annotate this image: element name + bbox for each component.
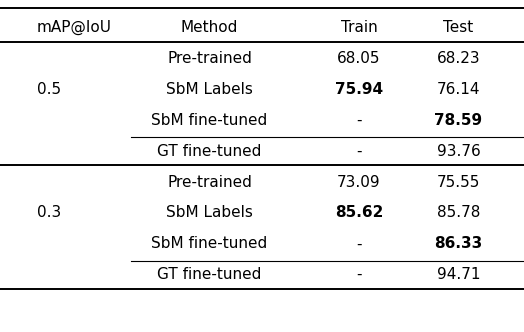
- Text: Pre-trained: Pre-trained: [167, 175, 252, 190]
- Text: Train: Train: [341, 20, 377, 35]
- Text: 94.71: 94.71: [436, 267, 481, 282]
- Text: Pre-trained: Pre-trained: [167, 51, 252, 66]
- Text: 93.76: 93.76: [436, 144, 481, 159]
- Text: SbM Labels: SbM Labels: [166, 82, 253, 97]
- Text: GT fine-tuned: GT fine-tuned: [157, 144, 262, 159]
- Text: 0.5: 0.5: [37, 82, 61, 97]
- Text: SbM fine-tuned: SbM fine-tuned: [151, 236, 268, 251]
- Text: -: -: [356, 236, 362, 251]
- Text: 86.33: 86.33: [434, 236, 483, 251]
- Text: 68.05: 68.05: [337, 51, 381, 66]
- Text: 68.23: 68.23: [436, 51, 481, 66]
- Text: -: -: [356, 144, 362, 159]
- Text: GT fine-tuned: GT fine-tuned: [157, 267, 262, 282]
- Text: Test: Test: [443, 20, 474, 35]
- Text: -: -: [356, 267, 362, 282]
- Text: 76.14: 76.14: [436, 82, 481, 97]
- Text: 0.3: 0.3: [37, 206, 61, 220]
- Text: SbM fine-tuned: SbM fine-tuned: [151, 113, 268, 128]
- Text: 73.09: 73.09: [337, 175, 381, 190]
- Text: 75.55: 75.55: [437, 175, 480, 190]
- Text: 75.94: 75.94: [335, 82, 383, 97]
- Text: Method: Method: [181, 20, 238, 35]
- Text: 78.59: 78.59: [434, 113, 483, 128]
- Text: 85.78: 85.78: [437, 206, 480, 220]
- Text: mAP@IoU: mAP@IoU: [37, 20, 112, 35]
- Text: -: -: [356, 113, 362, 128]
- Text: SbM Labels: SbM Labels: [166, 206, 253, 220]
- Text: 85.62: 85.62: [335, 206, 383, 220]
